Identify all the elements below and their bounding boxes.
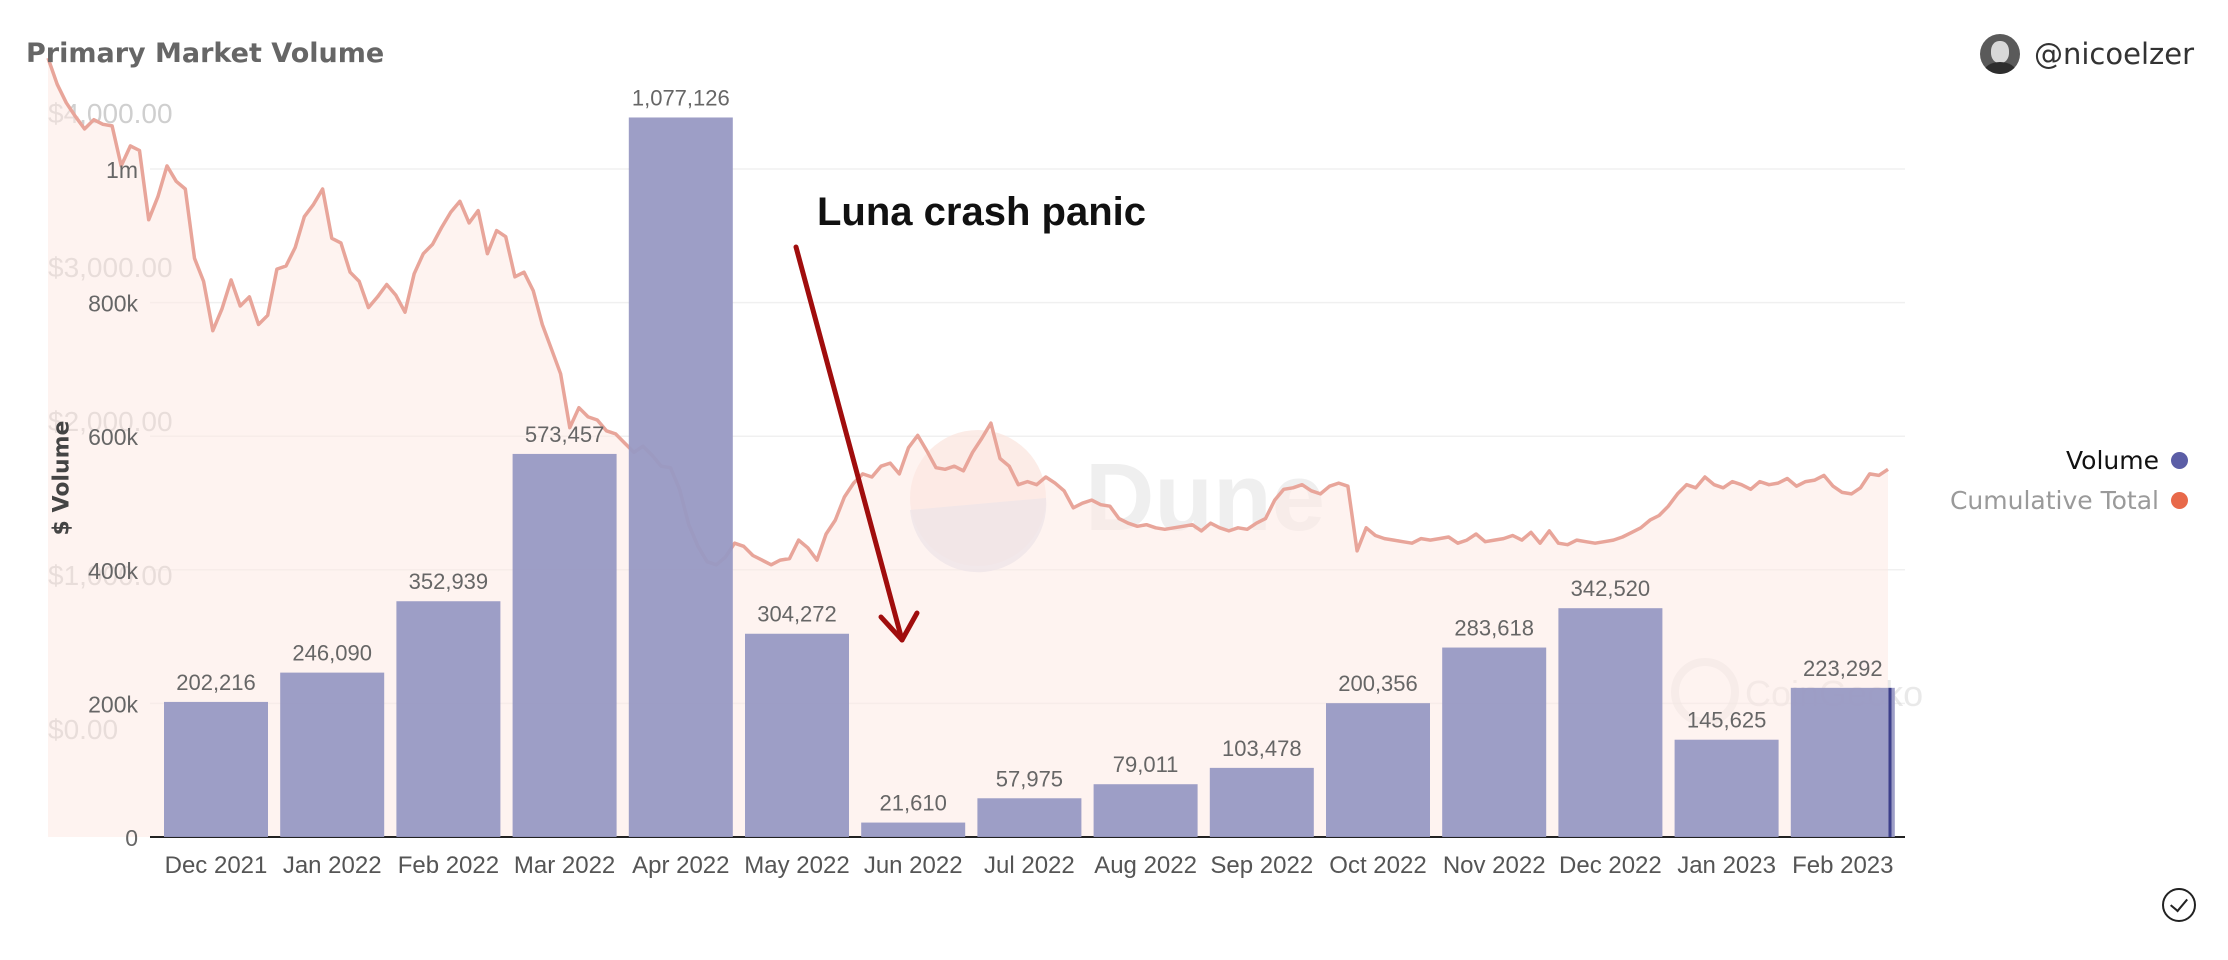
volume-tick-label: 600k — [88, 424, 138, 450]
volume-bar — [861, 822, 966, 837]
legend-label: Volume — [2066, 445, 2159, 475]
volume-bar — [1558, 608, 1663, 837]
volume-bars — [164, 117, 1895, 837]
x-tick-label: Jul 2022 — [984, 852, 1075, 879]
price-line-path — [46, 57, 1889, 567]
legend-item-volume[interactable]: Volume — [1950, 440, 2188, 480]
legend-item-cumulative-total[interactable]: Cumulative Total — [1950, 480, 2188, 520]
bar-data-label: 352,939 — [409, 569, 489, 594]
volume-bar — [164, 701, 268, 837]
bar-data-label: 246,090 — [292, 641, 372, 666]
check-circle-icon[interactable] — [2162, 888, 2196, 922]
bar-data-label: 79,011 — [1113, 752, 1179, 777]
legend-dot — [2171, 491, 2188, 509]
volume-tick-label: 0 — [125, 825, 138, 851]
avatar — [1979, 34, 2020, 74]
author-badge[interactable]: @nicoelzer — [1979, 34, 2194, 74]
volume-bar — [1326, 703, 1430, 837]
bar-data-label: 1,077,126 — [632, 85, 730, 110]
bar-data-label: 145,625 — [1687, 708, 1767, 733]
x-tick-label: Dec 2022 — [1559, 852, 1662, 879]
bar-data-label: 57,975 — [996, 766, 1063, 791]
volume-bar — [280, 672, 385, 837]
volume-bar — [1093, 784, 1198, 837]
volume-tick-label: 800k — [88, 291, 138, 317]
bar-data-label: 103,478 — [1222, 736, 1302, 761]
bar-data-label: 573,457 — [525, 422, 605, 447]
bar-data-labels: 202,216 246,090 352,939 573,457 1,077,126 304… — [176, 85, 1882, 815]
legend-dot — [2171, 451, 2188, 469]
bar-data-label: 342,520 — [1571, 576, 1651, 601]
x-axis-labels: Dec 2021 Jan 2022 Feb 2022 Mar 2022 Apr 2022… — [165, 852, 1894, 879]
bar-data-label: 304,272 — [757, 602, 837, 627]
x-tick-label: Feb 2023 — [1792, 852, 1893, 879]
x-tick-label: Mar 2022 — [514, 852, 615, 879]
volume-bar — [396, 601, 501, 837]
volume-bar — [628, 117, 733, 837]
bar-data-label: 200,356 — [1338, 671, 1418, 696]
chart-title: Primary Market Volume — [26, 38, 385, 69]
x-tick-label: Jun 2022 — [864, 852, 963, 879]
legend-label: Cumulative Total — [1949, 485, 2159, 515]
x-tick-label: Aug 2022 — [1094, 852, 1197, 879]
volume-bar — [1209, 767, 1314, 837]
x-tick-label: Jan 2023 — [1677, 852, 1776, 879]
bar-data-label: 283,618 — [1454, 616, 1534, 641]
x-tick-label: May 2022 — [744, 852, 849, 879]
price-line — [46, 57, 1889, 838]
volume-bar — [1674, 739, 1779, 837]
x-tick-label: Apr 2022 — [632, 852, 729, 879]
volume-bar — [1790, 687, 1895, 837]
x-tick-label: Feb 2022 — [398, 852, 499, 879]
volume-bar — [512, 453, 617, 837]
volume-bar — [977, 798, 1082, 837]
annotation-arrowhead — [878, 610, 920, 643]
volume-tick-label: 400k — [88, 558, 138, 584]
x-tick-label: Oct 2022 — [1329, 852, 1426, 879]
x-tick-label: Jan 2022 — [283, 852, 382, 879]
annotation-arrow — [793, 244, 905, 643]
x-tick-label: Nov 2022 — [1443, 852, 1546, 879]
volume-tick-label: 1m — [106, 157, 138, 183]
bar-data-label: 202,216 — [176, 670, 256, 695]
volume-tick-label: 200k — [88, 691, 138, 717]
x-tick-label: Dec 2021 — [165, 852, 268, 879]
x-tick-label: Sep 2022 — [1210, 852, 1313, 879]
volume-bar — [745, 633, 849, 837]
bar-data-label: 21,610 — [880, 791, 947, 816]
y-axis-title: $ Volume — [49, 420, 75, 536]
author-handle: @nicoelzer — [2033, 37, 2194, 71]
volume-bar — [1442, 647, 1547, 837]
legend: Volume Cumulative Total — [1950, 440, 2188, 520]
bar-data-label: 223,292 — [1803, 656, 1883, 681]
annotation-text: Luna crash panic — [817, 190, 1146, 234]
luna-annotation: Luna crash panic — [793, 190, 1146, 643]
